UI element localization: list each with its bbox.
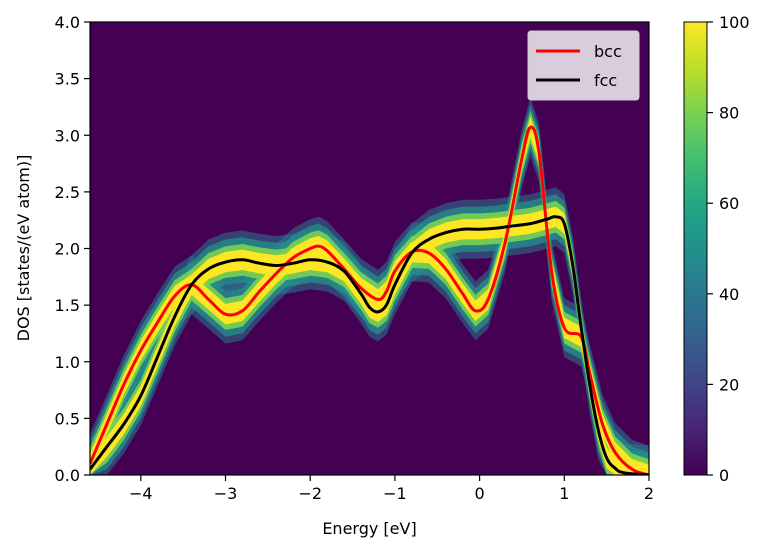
series-line-fcc xyxy=(90,215,649,475)
y-tick-label: 4.0 xyxy=(55,13,80,32)
y-tick-label: 3.5 xyxy=(55,70,80,89)
x-axis-label: Energy [eV] xyxy=(322,519,416,538)
series-lines xyxy=(90,125,649,475)
y-tick-label: 2.5 xyxy=(55,183,80,202)
y-tick-label: 1.0 xyxy=(55,353,80,372)
x-axis: −4 −3 −2 −1 0 1 2 xyxy=(129,475,654,503)
legend-box xyxy=(527,30,640,101)
x-tick-label: 2 xyxy=(644,484,654,503)
colorbar-tick-label: 0 xyxy=(719,466,729,485)
y-tick-label: 0.5 xyxy=(55,409,80,428)
legend-label-fcc: fcc xyxy=(594,71,617,90)
colorbar-tick-label: 20 xyxy=(719,375,739,394)
x-tick-label: −2 xyxy=(298,484,322,503)
colorbar-ticks: 0 20 40 60 80 100 xyxy=(707,13,750,485)
x-tick-label: −4 xyxy=(129,484,153,503)
colorbar-tick-label: 100 xyxy=(719,13,750,32)
colorbar-tick-label: 40 xyxy=(719,285,739,304)
series-line-bcc xyxy=(90,125,649,475)
colorbar: 0 20 40 60 80 100 xyxy=(683,13,750,485)
legend: bcc fcc xyxy=(527,30,640,101)
y-axis-label: DOS [states/(eV atom)] xyxy=(14,155,33,342)
y-tick-label: 2.0 xyxy=(55,240,80,259)
colorbar-tick-label: 60 xyxy=(719,194,739,213)
x-tick-label: −3 xyxy=(214,484,238,503)
x-tick-label: −1 xyxy=(383,484,407,503)
legend-label-bcc: bcc xyxy=(594,42,622,61)
x-tick-label: 0 xyxy=(475,484,485,503)
colorbar-tick-label: 80 xyxy=(719,104,739,123)
y-tick-label: 0.0 xyxy=(55,466,80,485)
y-axis: 0.0 0.5 1.0 1.5 2.0 2.5 3.0 3.5 4.0 xyxy=(55,13,90,485)
colorbar-gradient xyxy=(683,21,708,476)
y-tick-label: 1.5 xyxy=(55,296,80,315)
y-tick-label: 3.0 xyxy=(55,126,80,145)
x-tick-label: 1 xyxy=(559,484,569,503)
